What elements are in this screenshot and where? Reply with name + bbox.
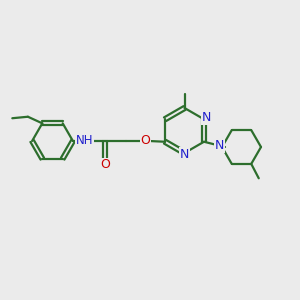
Text: N: N bbox=[215, 139, 224, 152]
Text: O: O bbox=[141, 134, 150, 148]
Text: NH: NH bbox=[76, 134, 93, 148]
Text: N: N bbox=[180, 148, 189, 161]
Text: N: N bbox=[202, 111, 211, 124]
Text: O: O bbox=[100, 158, 110, 172]
